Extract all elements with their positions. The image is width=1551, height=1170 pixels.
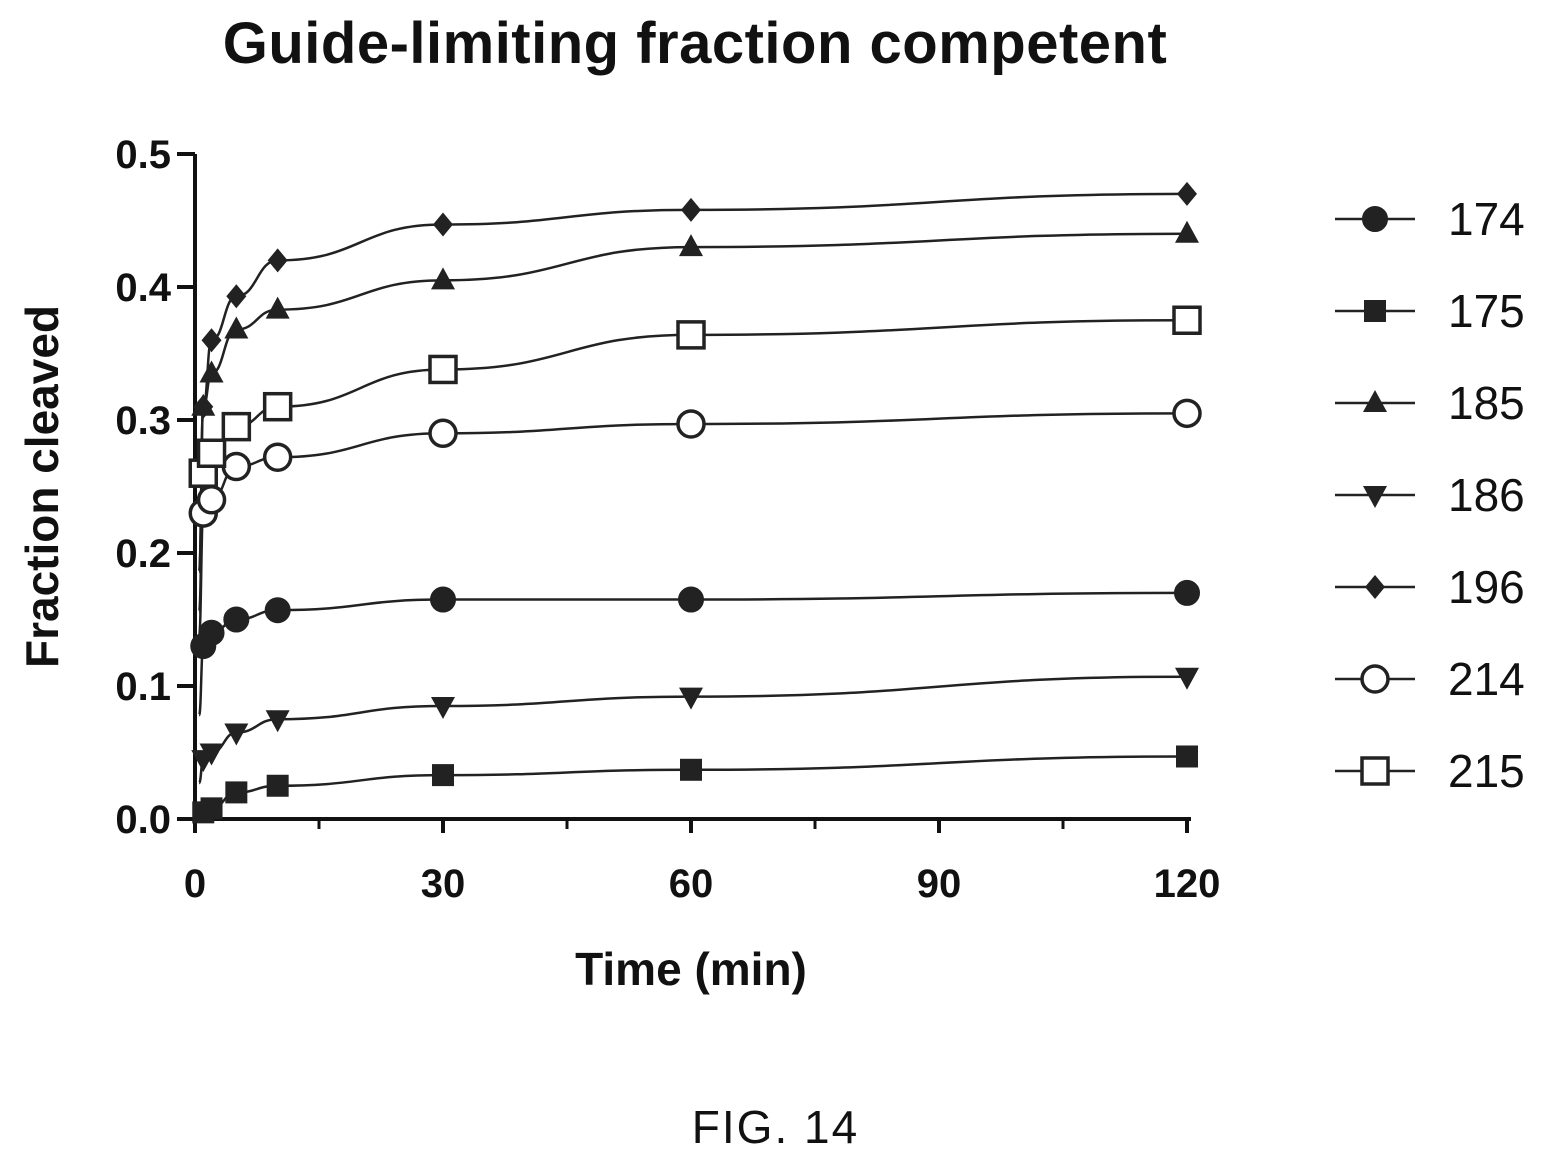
data-point-185	[199, 360, 224, 383]
data-point-215	[1172, 305, 1202, 335]
data-point-214	[196, 485, 227, 515]
data-point-175	[1176, 745, 1198, 768]
data-point-185	[1175, 220, 1199, 243]
data-point-186	[224, 723, 249, 746]
legend-label-174: 174	[1448, 193, 1525, 245]
legend-label-215: 215	[1448, 745, 1525, 797]
x-tick-label: 0	[184, 862, 206, 906]
legend-label-175: 175	[1448, 285, 1525, 337]
data-point-215	[221, 411, 252, 442]
legend-marker-214	[1360, 664, 1390, 694]
y-tick-label: 0.2	[115, 532, 171, 576]
data-point-175	[680, 758, 702, 781]
data-point-175	[225, 781, 248, 804]
data-point-174	[430, 586, 456, 613]
legend-marker-215	[1360, 756, 1390, 786]
data-point-196	[193, 394, 214, 419]
x-tick-label: 90	[917, 862, 962, 906]
legend-marker-196	[1365, 575, 1385, 599]
x-axis-title: Time (min)	[575, 943, 807, 995]
data-point-185	[431, 267, 455, 290]
x-tick-label: 120	[1154, 862, 1221, 906]
legend-marker-186	[1363, 486, 1387, 508]
legend-marker-185	[1363, 390, 1387, 412]
y-axis-title: Fraction cleaved	[16, 305, 68, 668]
data-point-174	[223, 606, 250, 633]
data-point-215	[676, 320, 706, 350]
legend-marker-174	[1362, 206, 1388, 232]
y-tick-label: 0.3	[115, 399, 171, 443]
data-point-174	[1174, 579, 1200, 606]
y-tick-label: 0.4	[115, 266, 171, 310]
legend-marker-175	[1364, 300, 1386, 322]
figure-label: FIG. 14	[691, 1101, 860, 1153]
data-point-186	[1175, 667, 1199, 690]
data-point-215	[196, 438, 227, 468]
data-point-196	[267, 248, 288, 273]
data-point-196	[226, 284, 247, 309]
legend-label-196: 196	[1448, 561, 1525, 613]
fit-curves	[197, 192, 1188, 817]
legend-label-214: 214	[1448, 653, 1525, 705]
data-point-175	[200, 797, 223, 820]
data-point-175	[266, 774, 289, 797]
data-point-196	[201, 328, 222, 353]
data-point-175	[432, 764, 454, 787]
y-tick-label: 0.1	[115, 665, 171, 709]
data-point-196	[433, 212, 453, 237]
data-point-215	[428, 354, 458, 385]
data-point-215	[262, 391, 293, 422]
x-tick-label: 30	[421, 862, 466, 906]
data-markers	[188, 181, 1202, 824]
data-point-214	[676, 409, 706, 439]
data-point-185	[224, 316, 249, 339]
data-point-174	[678, 586, 704, 613]
data-point-185	[679, 234, 703, 257]
fit-curve-185	[197, 232, 1188, 573]
legend-label-186: 186	[1448, 469, 1525, 521]
y-tick-label: 0.0	[115, 798, 171, 842]
data-point-196	[681, 197, 701, 222]
axes: 0 30 60 90 120 0.0 0.1 0.2 0.3 0.4 0.5	[115, 133, 1220, 906]
data-point-186	[679, 687, 703, 710]
data-point-185	[265, 296, 290, 319]
data-point-174	[198, 619, 225, 646]
legend-label-185: 185	[1448, 377, 1525, 429]
y-tick-label: 0.5	[115, 133, 171, 177]
x-tick-label: 60	[669, 862, 714, 906]
data-point-214	[428, 418, 458, 449]
data-point-174	[264, 597, 291, 624]
legend: 174 175 185 186 196 214 215	[1335, 193, 1525, 797]
data-point-186	[199, 743, 224, 766]
data-point-214	[1172, 398, 1202, 429]
fit-curve-215	[197, 319, 1188, 613]
data-point-186	[431, 696, 455, 719]
data-point-214	[221, 451, 252, 482]
data-point-196	[1177, 181, 1197, 206]
data-point-186	[265, 710, 290, 733]
data-point-214	[262, 442, 293, 472]
chart-title: Guide-limiting fraction competent	[222, 11, 1168, 76]
